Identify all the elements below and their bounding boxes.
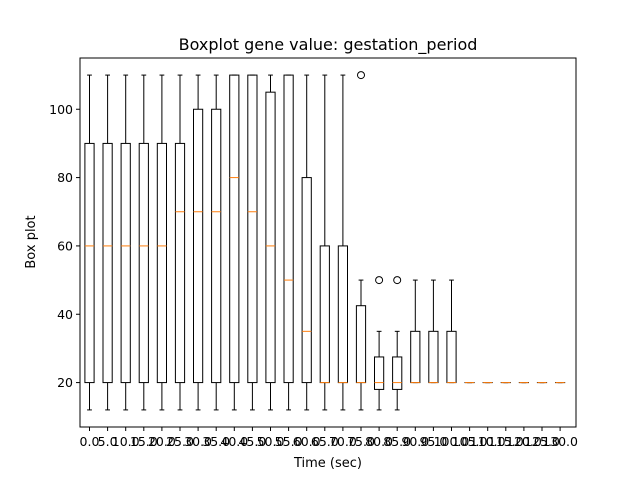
x-tick-label: 130.0 — [542, 434, 578, 449]
x-tick-label: 85.0 — [383, 434, 411, 449]
box-group — [283, 74, 294, 411]
box-group — [265, 74, 276, 411]
x-tick-label: 75.0 — [347, 434, 375, 449]
box-group — [374, 276, 385, 411]
x-tick-label: 100.0 — [434, 434, 470, 449]
x-tick-label: 45.0 — [238, 434, 266, 449]
x-tick-label: 55.0 — [275, 434, 303, 449]
box — [156, 142, 168, 384]
box-group — [337, 74, 348, 411]
x-tick-label: 95.0 — [419, 434, 447, 449]
box-group — [355, 71, 367, 411]
box-group — [193, 74, 204, 411]
box — [138, 142, 149, 384]
box-group — [120, 74, 131, 411]
plot-area — [84, 71, 566, 411]
x-axis: 0.05.010.015.020.025.030.035.040.045.050… — [80, 427, 578, 449]
y-axis: 20 40 60 80 100 — [49, 102, 80, 390]
box-group — [138, 74, 149, 411]
box-group — [102, 74, 113, 411]
x-tick-label: 80.0 — [365, 434, 393, 449]
box-group — [229, 74, 240, 411]
box-group — [84, 74, 95, 411]
y-tick-label: 40 — [57, 307, 73, 322]
y-tick-label: 100 — [49, 102, 73, 117]
box-group — [301, 74, 312, 411]
box-group — [156, 74, 168, 411]
x-tick-label: 115.0 — [488, 434, 524, 449]
box — [319, 245, 330, 384]
box — [174, 142, 186, 384]
outlier-point — [393, 276, 402, 285]
box — [301, 177, 312, 384]
x-tick-label: 60.0 — [293, 434, 321, 449]
chart-title: Boxplot gene value: gestation_period — [179, 35, 478, 55]
x-tick-label: 35.0 — [202, 434, 230, 449]
y-axis-title: Box plot — [24, 215, 39, 268]
box-group — [428, 279, 439, 384]
x-tick-label: 40.0 — [220, 434, 248, 449]
box — [410, 330, 421, 384]
box — [193, 108, 204, 384]
x-tick-label: 125.0 — [524, 434, 560, 449]
box — [392, 356, 403, 390]
box — [247, 74, 258, 384]
x-tick-label: 65.0 — [311, 434, 339, 449]
box — [283, 74, 294, 384]
box — [265, 91, 276, 384]
x-tick-label: 20.0 — [148, 434, 176, 449]
outlier-point — [357, 71, 365, 80]
outlier-point — [375, 276, 384, 285]
plot-frame — [79, 57, 577, 428]
y-tick-label: 60 — [57, 238, 73, 253]
x-tick-label: 30.0 — [184, 434, 212, 449]
y-tick-label: 20 — [57, 375, 73, 390]
box-group — [410, 279, 421, 384]
x-tick-label: 90.0 — [401, 434, 429, 449]
box — [446, 330, 457, 384]
box — [84, 142, 95, 384]
box-group — [174, 74, 186, 411]
box-group — [446, 279, 457, 384]
x-tick-label: 25.0 — [166, 434, 194, 449]
box — [211, 108, 222, 384]
x-axis-title: Time (sec) — [293, 456, 362, 471]
x-tick-label: 5.0 — [98, 434, 118, 449]
box — [120, 142, 131, 384]
box-group — [247, 74, 258, 411]
x-tick-label: 120.0 — [506, 434, 542, 449]
x-tick-label: 0.0 — [80, 434, 100, 449]
x-tick-label: 110.0 — [470, 434, 506, 449]
y-tick-label: 80 — [57, 170, 73, 185]
box — [428, 330, 439, 384]
x-tick-label: 105.0 — [452, 434, 488, 449]
x-tick-label: 10.0 — [112, 434, 140, 449]
box-group — [319, 74, 330, 411]
box — [229, 74, 240, 384]
x-tick-label: 70.0 — [329, 434, 357, 449]
box — [102, 142, 113, 384]
box-group — [211, 74, 222, 411]
x-tick-label: 15.0 — [130, 434, 158, 449]
box — [355, 305, 367, 384]
x-tick-label: 50.0 — [257, 434, 285, 449]
box — [374, 356, 385, 390]
box-group — [392, 276, 403, 411]
box — [337, 245, 348, 384]
